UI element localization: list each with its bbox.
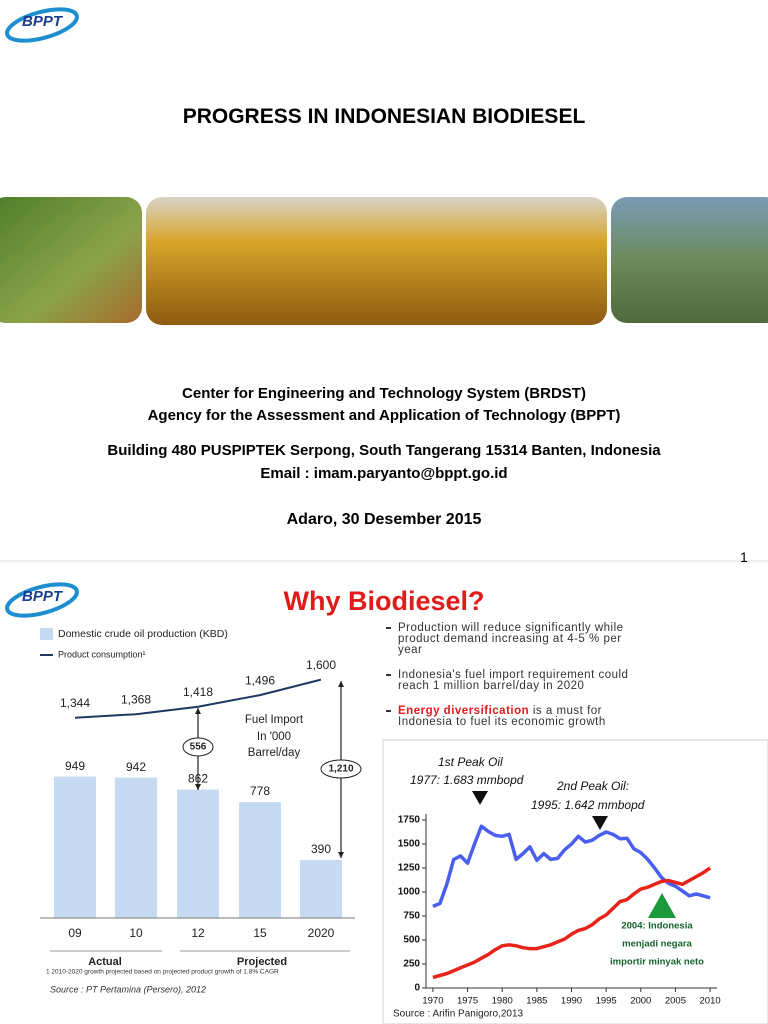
logo-text: BPPT xyxy=(22,13,64,30)
legend-swatch xyxy=(40,628,53,640)
text-line: Agency for the Assessment and Applicatio… xyxy=(147,407,621,424)
legend-label: Product consumption¹ xyxy=(58,649,146,659)
annotation: 1st Peak Oil xyxy=(438,755,503,769)
annotation: menjadi negara xyxy=(622,939,692,950)
annotation: 2004: Indonesia xyxy=(621,921,693,932)
y-tick-label: 500 xyxy=(403,935,420,946)
logo: BPPT xyxy=(5,582,79,618)
line xyxy=(432,866,712,980)
x-tick-label: 15 xyxy=(253,926,267,940)
annotation: In '000 xyxy=(257,731,291,743)
text-line: Center for Engineering and Technology Sy… xyxy=(182,385,586,402)
y-tick-label: 750 xyxy=(403,911,420,922)
photo-bottles xyxy=(146,197,607,325)
photo-palm xyxy=(0,197,142,323)
x-tick-label: 1975 xyxy=(457,996,478,1007)
x-tick-label: 1995 xyxy=(596,996,617,1007)
source: Source : PT Pertamina (Persero), 2012 xyxy=(50,984,206,994)
marker-import xyxy=(648,893,676,918)
line-label: 1,496 xyxy=(245,673,275,687)
annotation-bubble xyxy=(320,759,362,779)
source: Source : Arifin Panigoro,2013 xyxy=(393,1009,524,1020)
x-tick-label: 12 xyxy=(191,926,205,940)
x-tick-label: 09 xyxy=(68,926,82,940)
page-number: 1 xyxy=(740,549,748,565)
title: PROGRESS IN INDONESIAN BIODIESEL xyxy=(182,105,586,128)
footnote: 1 2010-2020 growth projected based on pr… xyxy=(46,969,279,976)
bar-label: 390 xyxy=(311,842,331,856)
bar-label: 949 xyxy=(65,759,85,773)
x-tick-label: 10 xyxy=(129,926,143,940)
y-tick-label: 1750 xyxy=(398,815,421,826)
bullet-highlight: Energy diversification xyxy=(398,705,530,717)
bar-label: 778 xyxy=(250,784,270,798)
y-tick-label: 0 xyxy=(414,983,420,994)
bullet: Indonesia's fuel import requirement coul… xyxy=(386,669,648,692)
x-tick-label: 2005 xyxy=(665,996,686,1007)
logo-text: BPPT xyxy=(22,588,64,605)
bar-label: 942 xyxy=(126,760,146,774)
annotation: 1,210 xyxy=(328,764,353,775)
text-line: Email : imam.paryanto@bppt.go.id xyxy=(260,465,508,482)
marker-arrow xyxy=(472,791,488,805)
bar xyxy=(177,789,219,918)
bar xyxy=(300,859,342,918)
x-tick-label: 2000 xyxy=(630,996,651,1007)
bar xyxy=(239,802,281,918)
line-label: 1,344 xyxy=(60,696,90,710)
group-label: Actual xyxy=(88,956,122,968)
y-tick-label: 1250 xyxy=(398,863,421,874)
annotation: 1995: 1.642 mmbopd xyxy=(531,798,645,812)
legend-label: Domestic crude oil production (KBD) xyxy=(58,628,228,640)
date: Adaro, 30 Desember 2015 xyxy=(286,511,482,528)
annotation-bubble xyxy=(182,737,214,757)
y-tick-label: 1000 xyxy=(398,887,421,898)
bullet-text: is a must for Indonesia to fuel its econ… xyxy=(398,705,606,728)
annotation: 2nd Peak Oil: xyxy=(556,779,629,793)
x-tick-label: 1980 xyxy=(492,996,513,1007)
logo: BPPT xyxy=(5,7,79,43)
bullet: Production will reduce significantly whi… xyxy=(386,622,648,656)
annotation: Fuel Import xyxy=(245,714,304,726)
slide-title: Why Biodiesel? xyxy=(283,586,485,616)
line xyxy=(74,678,322,719)
x-tick-label: 2010 xyxy=(700,996,721,1007)
x-tick-label: 2020 xyxy=(308,926,335,940)
text-line: Building 480 PUSPIPTEK Serpong, South Ta… xyxy=(107,442,661,459)
bar xyxy=(115,777,157,918)
annotation: importir minyak neto xyxy=(610,957,704,968)
bar xyxy=(54,776,96,918)
annotation: 1977: 1.683 mmbopd xyxy=(410,773,524,787)
photo-cars xyxy=(611,197,768,323)
line-label: 1,418 xyxy=(183,685,213,699)
bullet: Energy diversification is a must for Ind… xyxy=(386,705,648,728)
x-tick-label: 1985 xyxy=(526,996,547,1007)
line-label: 1,600 xyxy=(306,658,336,672)
marker-arrow xyxy=(592,816,608,830)
group-label: Projected xyxy=(237,956,287,968)
annotation: Barrel/day xyxy=(248,747,301,759)
y-tick-label: 1500 xyxy=(398,839,421,850)
y-tick-label: 250 xyxy=(403,959,420,970)
x-tick-label: 1990 xyxy=(561,996,582,1007)
x-tick-label: 1970 xyxy=(422,996,443,1007)
annotation: 556 xyxy=(190,742,207,753)
line-label: 1,368 xyxy=(121,692,151,706)
